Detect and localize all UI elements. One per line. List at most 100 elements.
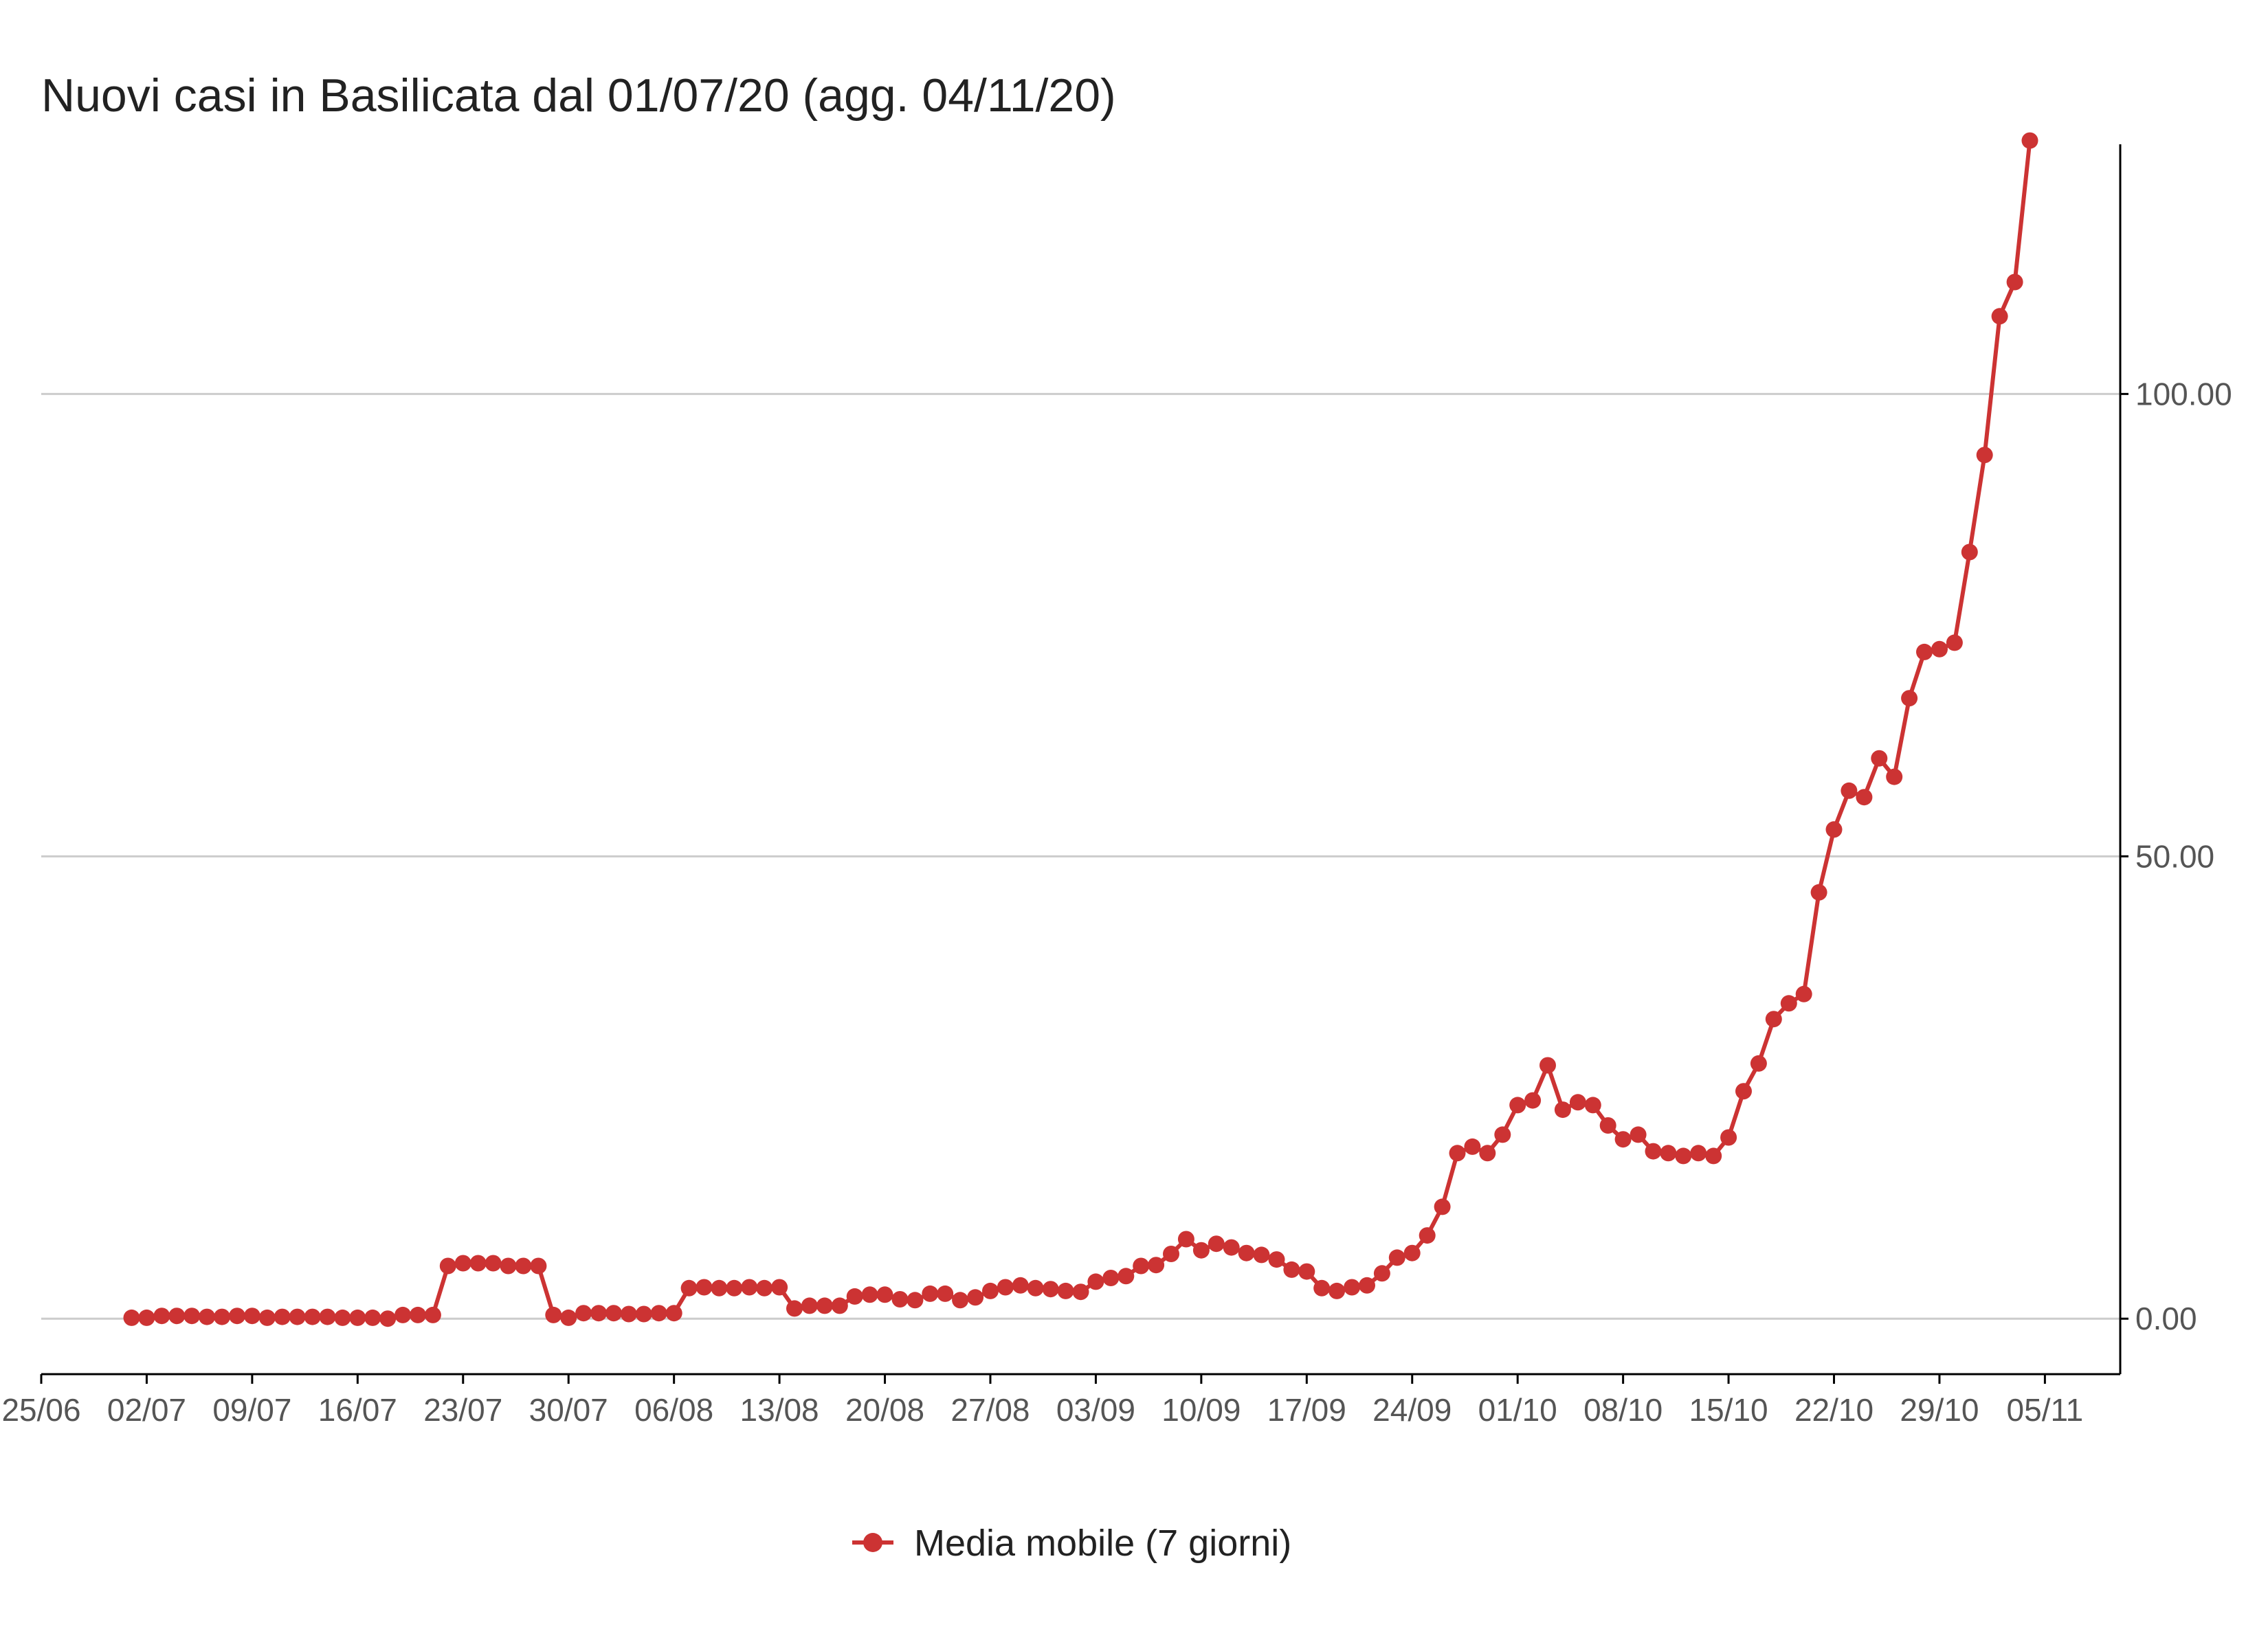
data-point <box>1192 1242 1210 1259</box>
data-point <box>696 1279 713 1296</box>
data-point <box>861 1286 878 1303</box>
data-point <box>1403 1244 1421 1261</box>
x-tick-label: 17/09 <box>1267 1392 1346 1428</box>
data-point <box>1810 884 1827 901</box>
data-point <box>1886 768 1903 785</box>
data-point <box>304 1308 321 1325</box>
data-point <box>454 1255 471 1272</box>
data-point <box>485 1255 502 1272</box>
data-point <box>605 1305 622 1322</box>
x-tick-label: 10/09 <box>1161 1392 1241 1428</box>
data-point <box>771 1279 788 1296</box>
data-point <box>650 1305 667 1322</box>
legend-marker-icon <box>863 1533 882 1552</box>
x-tick-label: 25/06 <box>1 1392 80 1428</box>
data-point <box>1765 1011 1782 1028</box>
data-point <box>1163 1246 1179 1262</box>
data-point <box>1780 995 1797 1012</box>
series-layer <box>123 132 2038 1327</box>
data-point <box>123 1309 140 1326</box>
data-point <box>1871 750 1888 767</box>
axis-layer: 0.00 50.00 100.00 25/06 02/07 09/07 16/07 23/07… <box>1 144 2232 1428</box>
data-point <box>319 1308 336 1325</box>
data-point <box>1645 1143 1662 1160</box>
data-point <box>1524 1092 1542 1109</box>
data-point <box>500 1257 517 1275</box>
data-point <box>1012 1277 1029 1294</box>
data-point <box>1449 1145 1466 1162</box>
data-point <box>214 1308 230 1325</box>
data-point <box>1328 1282 1346 1299</box>
data-point <box>153 1308 170 1325</box>
x-tick-label: 03/09 <box>1056 1392 1135 1428</box>
data-point <box>711 1279 728 1297</box>
data-point <box>1735 1083 1752 1100</box>
data-point <box>1931 640 1948 658</box>
data-point <box>1976 447 1993 464</box>
x-tick-label: 20/08 <box>845 1392 924 1428</box>
data-point <box>168 1308 186 1325</box>
data-point <box>1464 1138 1481 1155</box>
data-point <box>1509 1097 1526 1114</box>
data-point <box>424 1306 441 1323</box>
data-point <box>1675 1147 1692 1165</box>
data-point <box>831 1297 848 1314</box>
data-point <box>258 1309 276 1326</box>
data-point <box>1148 1257 1165 1274</box>
data-point <box>1795 985 1812 1002</box>
x-tick-label: 22/10 <box>1794 1392 1874 1428</box>
data-point <box>1961 543 1978 561</box>
data-point <box>1991 308 2008 325</box>
data-point <box>394 1306 412 1323</box>
x-tick-label: 15/10 <box>1689 1392 1768 1428</box>
data-point <box>1238 1244 1255 1261</box>
data-point <box>816 1297 833 1314</box>
data-point <box>620 1305 637 1323</box>
data-point <box>2006 273 2023 291</box>
x-tick-label: 30/07 <box>529 1392 608 1428</box>
data-point <box>1102 1270 1120 1286</box>
x-tick-label: 09/07 <box>212 1392 291 1428</box>
data-point <box>891 1291 909 1308</box>
data-point <box>1901 690 1918 707</box>
data-point <box>1373 1265 1390 1282</box>
data-point <box>229 1308 245 1325</box>
data-point <box>349 1309 366 1326</box>
data-point <box>1614 1131 1632 1148</box>
data-point <box>1599 1117 1616 1134</box>
x-tick-label: 02/07 <box>107 1392 186 1428</box>
data-point <box>907 1292 924 1309</box>
data-point <box>1750 1055 1767 1072</box>
data-point <box>1720 1129 1737 1146</box>
data-point <box>997 1279 1014 1296</box>
data-point <box>439 1257 456 1275</box>
chart-title: Nuovi casi in Basilicata dal 01/07/20 (a… <box>41 69 1116 122</box>
data-point <box>1208 1235 1225 1253</box>
data-point <box>199 1308 216 1325</box>
data-point <box>289 1308 306 1325</box>
x-tick-label: 24/09 <box>1372 1392 1452 1428</box>
x-tick-label: 01/10 <box>1478 1392 1557 1428</box>
data-point <box>469 1255 487 1272</box>
data-point <box>334 1309 351 1326</box>
data-point <box>876 1286 893 1303</box>
data-point <box>982 1282 999 1299</box>
x-tick-label: 29/10 <box>1900 1392 1979 1428</box>
data-point <box>1479 1145 1496 1162</box>
data-point <box>243 1308 260 1325</box>
data-point <box>1554 1101 1571 1119</box>
data-point <box>364 1309 381 1326</box>
data-point <box>379 1310 397 1327</box>
data-point <box>680 1279 698 1297</box>
data-point <box>635 1305 652 1323</box>
data-point <box>1359 1277 1375 1294</box>
data-point <box>952 1292 969 1309</box>
x-tick-label: 05/11 <box>2007 1392 2084 1428</box>
data-point <box>1133 1257 1150 1275</box>
data-point <box>1223 1239 1240 1256</box>
data-point <box>1027 1279 1044 1297</box>
data-point <box>937 1285 954 1302</box>
legend-label: Media mobile (7 giorni) <box>914 1523 1291 1564</box>
data-point <box>1072 1283 1089 1301</box>
